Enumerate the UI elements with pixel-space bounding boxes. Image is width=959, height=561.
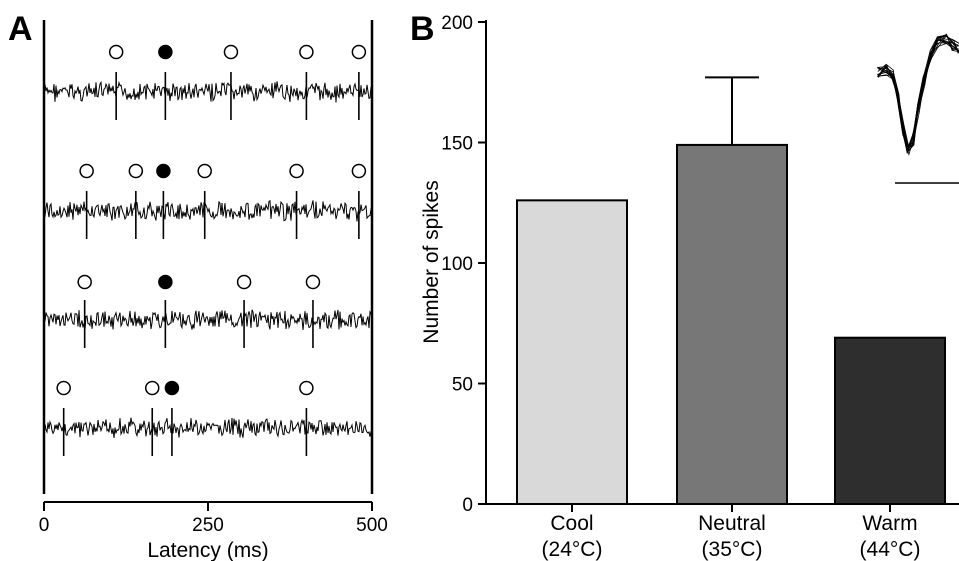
open-marker [289, 163, 304, 179]
spike-waveform-inset [876, 33, 959, 157]
y-tick-label: 0 [462, 495, 473, 516]
bar-cool [516, 199, 628, 505]
waveform-trace [877, 34, 959, 151]
waveform-trace [877, 34, 959, 151]
filled-marker [164, 380, 180, 396]
filled-marker [158, 44, 173, 60]
panel-b-letter: B [410, 10, 435, 48]
filled-marker [158, 274, 173, 290]
panel-a-x-ticks: 0 250 500 [39, 502, 388, 536]
waveform-trace [878, 35, 959, 152]
panel-b-category-labels: Cool (24°C) Neutral (35°C) Warm (44°C) [542, 504, 921, 561]
open-marker [236, 274, 252, 290]
waveform-trace [877, 39, 959, 148]
waveform-trace [877, 37, 959, 148]
category-label: Warm [862, 512, 917, 535]
panel-b-bars [516, 76, 946, 505]
panel-b-bar-chart: B 0 50 100 150 200 Number of spikes Cool (24°… [410, 10, 959, 561]
trial-trace [43, 309, 373, 330]
waveform-trace [877, 36, 959, 148]
waveform-trace [877, 33, 959, 149]
open-marker [351, 163, 367, 179]
category-temperature: (35°C) [702, 538, 763, 561]
waveform-trace [877, 34, 959, 155]
panel-a-letter: A [8, 10, 33, 48]
y-tick-label: 50 [452, 375, 473, 396]
filled-marker [156, 163, 171, 179]
open-marker [223, 44, 239, 60]
y-tick-label: 200 [441, 13, 473, 34]
trial-trace [43, 80, 373, 103]
bar-warm [834, 336, 946, 505]
x-tick-label: 500 [356, 515, 388, 536]
panel-a-x-axis-title: Latency (ms) [147, 539, 268, 561]
category-temperature: (44°C) [860, 538, 921, 561]
x-tick-label: 0 [39, 515, 50, 536]
waveform-trace [877, 34, 959, 154]
panel-a-raster-traces: A 0 250 500 Latency (ms) [8, 10, 388, 561]
waveform-trace [877, 34, 959, 148]
waveform-trace [877, 38, 959, 148]
waveform-trace [876, 42, 959, 153]
x-tick-label: 250 [192, 515, 224, 536]
open-marker [305, 274, 321, 290]
open-marker [77, 274, 92, 290]
y-tick-label: 100 [441, 254, 473, 275]
trace-group [43, 72, 373, 456]
category-temperature: (24°C) [542, 538, 603, 561]
panel-b-y-axis-title: Number of spikes [420, 180, 443, 343]
open-marker [197, 163, 212, 179]
open-marker [108, 44, 124, 60]
marker-group [56, 44, 367, 396]
open-marker [144, 380, 160, 396]
trial-trace [43, 200, 373, 222]
open-marker [128, 163, 144, 179]
open-marker [299, 380, 314, 396]
waveform-trace [877, 39, 959, 157]
open-marker [79, 163, 94, 179]
trial-trace [43, 417, 373, 439]
open-marker [299, 44, 314, 60]
category-label: Neutral [698, 512, 766, 535]
y-tick-label: 150 [441, 134, 473, 155]
open-marker [56, 380, 71, 396]
panel-b-y-ticks: 0 50 100 150 200 [441, 13, 486, 516]
bar-neutral [676, 143, 788, 505]
open-marker [351, 44, 367, 60]
category-label: Cool [550, 512, 593, 535]
waveform-trace [877, 39, 959, 152]
